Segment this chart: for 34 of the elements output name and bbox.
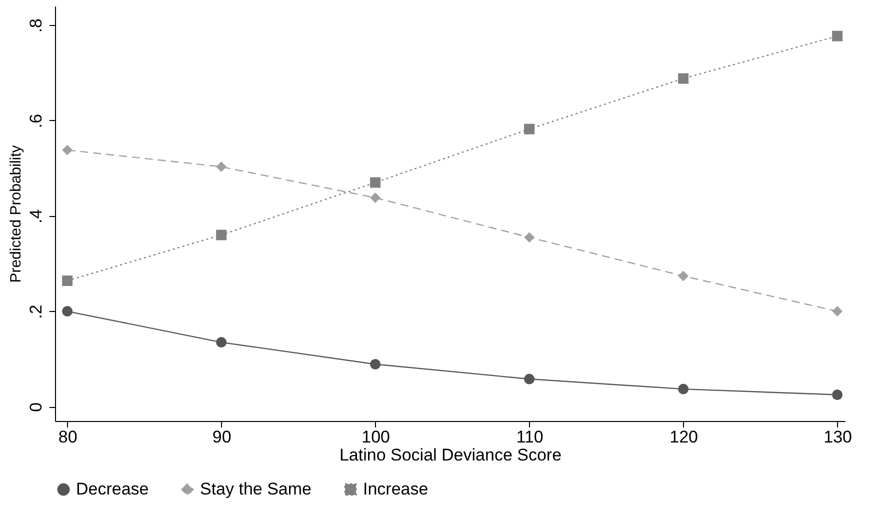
point (216, 337, 227, 348)
x-tick-label: 130 (824, 428, 852, 446)
point (370, 359, 381, 370)
point (62, 306, 73, 317)
y-tick-label: 0 (26, 402, 46, 412)
point (216, 230, 227, 240)
point (832, 390, 843, 400)
legend-label: Increase (363, 480, 428, 499)
point (370, 192, 381, 204)
point (678, 73, 689, 84)
legend-label: Decrease (76, 480, 149, 499)
y-axis-title: Predicted Probability (8, 144, 24, 283)
x-tick-label: 110 (516, 428, 544, 446)
x-tick-label: 90 (212, 428, 232, 446)
point (62, 276, 73, 286)
point (678, 384, 689, 394)
point (678, 270, 689, 282)
point (832, 306, 843, 317)
x-tick-label: 80 (58, 428, 78, 446)
x-axis-title: Latino Social Deviance Score (339, 446, 562, 464)
point (370, 177, 381, 188)
y-tick-label: .8 (26, 18, 46, 33)
point (524, 124, 535, 134)
legend-label: Stay the Same (200, 480, 312, 499)
point (524, 374, 535, 384)
y-tick-label: .4 (26, 209, 46, 224)
x-tick-label: 120 (670, 428, 698, 446)
x-tick-label: 100 (362, 428, 390, 446)
point (524, 232, 535, 243)
y-tick-label: .6 (26, 114, 46, 128)
point (62, 144, 73, 156)
point (832, 30, 843, 42)
point (216, 162, 227, 172)
y-tick-label: .2 (26, 304, 46, 319)
